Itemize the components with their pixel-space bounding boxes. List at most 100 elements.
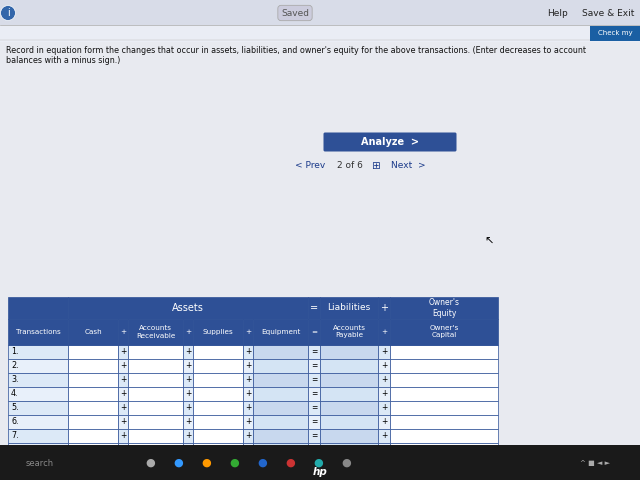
Text: Save & Exit: Save & Exit xyxy=(582,9,634,17)
Text: Owner's
Equity: Owner's Equity xyxy=(429,298,460,318)
Bar xyxy=(390,429,498,443)
Bar xyxy=(378,443,390,457)
Bar xyxy=(128,373,183,387)
Text: +: + xyxy=(120,445,126,455)
Bar xyxy=(253,457,308,471)
Bar xyxy=(320,387,378,401)
Text: Analyze  >: Analyze > xyxy=(361,137,419,147)
Bar xyxy=(308,373,320,387)
Bar xyxy=(253,429,308,443)
Text: +: + xyxy=(120,348,126,357)
Bar xyxy=(8,415,68,429)
Text: +: + xyxy=(245,418,251,427)
Bar xyxy=(308,387,320,401)
Bar xyxy=(243,387,253,401)
Text: +: + xyxy=(381,473,387,480)
Bar xyxy=(378,359,390,373)
Text: Assets: Assets xyxy=(172,303,204,313)
Bar xyxy=(253,319,308,345)
Bar xyxy=(68,359,118,373)
Text: ●: ● xyxy=(313,458,323,468)
Bar xyxy=(243,415,253,429)
Bar xyxy=(193,471,243,480)
Text: =: = xyxy=(311,459,317,468)
Text: +: + xyxy=(185,348,191,357)
Bar xyxy=(183,373,193,387)
Bar xyxy=(128,359,183,373)
Bar xyxy=(118,429,128,443)
Bar xyxy=(253,471,308,480)
Bar xyxy=(8,443,68,457)
Bar xyxy=(8,429,68,443)
Text: =: = xyxy=(311,404,317,412)
Text: Transactions: Transactions xyxy=(15,329,60,335)
Text: +: + xyxy=(381,418,387,427)
Text: =: = xyxy=(311,375,317,384)
Bar xyxy=(320,401,378,415)
Bar xyxy=(128,401,183,415)
Bar xyxy=(118,443,128,457)
Text: 2 of 6: 2 of 6 xyxy=(337,161,363,170)
Text: ●: ● xyxy=(201,458,211,468)
Bar xyxy=(390,297,498,319)
Text: hp: hp xyxy=(312,467,328,477)
Bar xyxy=(390,373,498,387)
Bar xyxy=(320,359,378,373)
Bar xyxy=(183,443,193,457)
Text: 1.: 1. xyxy=(11,348,19,357)
Text: +: + xyxy=(120,418,126,427)
Bar xyxy=(118,415,128,429)
Text: 7.: 7. xyxy=(11,432,19,441)
Text: =: = xyxy=(311,418,317,427)
Bar xyxy=(128,457,183,471)
Text: +: + xyxy=(185,404,191,412)
Text: ●: ● xyxy=(145,458,155,468)
Text: +: + xyxy=(185,459,191,468)
Bar xyxy=(378,373,390,387)
Bar xyxy=(0,445,640,480)
Bar xyxy=(68,443,118,457)
Bar xyxy=(193,457,243,471)
Bar xyxy=(118,373,128,387)
Text: +: + xyxy=(120,432,126,441)
Bar xyxy=(68,457,118,471)
Bar xyxy=(243,319,253,345)
Bar xyxy=(8,471,68,480)
Bar xyxy=(253,387,308,401)
Bar xyxy=(590,26,640,41)
Text: +: + xyxy=(120,375,126,384)
Text: Check my: Check my xyxy=(598,31,632,36)
Bar xyxy=(308,401,320,415)
Text: =: = xyxy=(311,361,317,371)
Bar xyxy=(308,297,320,319)
Text: +: + xyxy=(381,459,387,468)
Bar xyxy=(378,429,390,443)
Text: 5.: 5. xyxy=(11,404,19,412)
Bar xyxy=(308,345,320,359)
Bar xyxy=(68,319,118,345)
Text: Record in equation form the changes that occur in assets, liabilities, and owner: Record in equation form the changes that… xyxy=(6,46,586,65)
Bar xyxy=(320,457,378,471)
Text: Owner's
Capital: Owner's Capital xyxy=(429,325,459,338)
Bar xyxy=(378,297,390,319)
Text: i: i xyxy=(6,8,10,18)
Bar xyxy=(253,359,308,373)
Bar xyxy=(308,359,320,373)
Bar xyxy=(253,345,308,359)
Text: =: = xyxy=(311,329,317,335)
Text: +: + xyxy=(245,329,251,335)
Text: Supplies: Supplies xyxy=(203,329,234,335)
Text: +: + xyxy=(185,418,191,427)
Bar xyxy=(128,429,183,443)
Bar xyxy=(378,345,390,359)
Text: =: = xyxy=(311,432,317,441)
Text: ^ ■ ◄ ►: ^ ■ ◄ ► xyxy=(580,460,610,466)
Bar xyxy=(253,401,308,415)
Bar xyxy=(68,373,118,387)
Bar xyxy=(390,345,498,359)
Bar xyxy=(118,319,128,345)
Bar xyxy=(128,345,183,359)
Text: 2.: 2. xyxy=(11,361,19,371)
Bar xyxy=(118,359,128,373)
Text: +: + xyxy=(245,348,251,357)
